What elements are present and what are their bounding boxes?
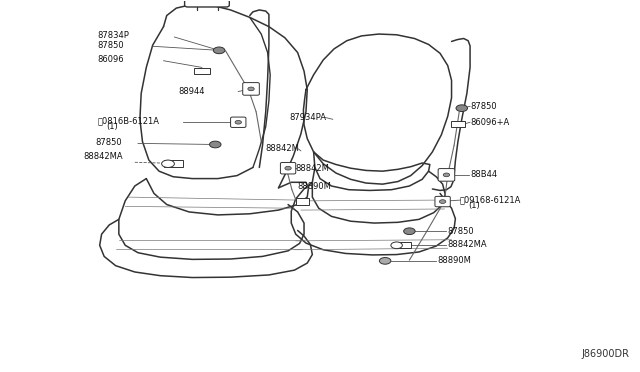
Circle shape [380, 257, 391, 264]
Circle shape [391, 242, 403, 248]
FancyBboxPatch shape [243, 83, 259, 95]
Text: 87934PA: 87934PA [289, 113, 326, 122]
Bar [395, 242, 411, 248]
FancyBboxPatch shape [435, 196, 451, 207]
Text: 88890M: 88890M [438, 256, 472, 265]
Text: 87850: 87850 [95, 138, 122, 147]
Text: 88842M: 88842M [296, 164, 330, 173]
Text: 88842MA: 88842MA [448, 240, 487, 249]
Circle shape [456, 105, 467, 112]
FancyBboxPatch shape [438, 169, 455, 181]
Text: 88B44: 88B44 [470, 170, 498, 179]
Circle shape [444, 173, 450, 177]
Text: 87850: 87850 [448, 227, 474, 236]
Text: 88944: 88944 [179, 87, 205, 96]
Text: 87834P: 87834P [98, 31, 130, 41]
Text: 個0816B-6121A: 個0816B-6121A [98, 117, 160, 126]
Circle shape [285, 166, 291, 170]
Circle shape [213, 47, 225, 54]
FancyBboxPatch shape [280, 163, 296, 174]
Text: (1): (1) [106, 122, 118, 131]
Bar [451, 121, 465, 127]
FancyBboxPatch shape [230, 117, 246, 128]
Text: 87850: 87850 [98, 41, 124, 50]
Circle shape [440, 200, 446, 203]
FancyBboxPatch shape [184, 0, 229, 7]
Text: 88890M: 88890M [298, 182, 332, 190]
Text: 88842M: 88842M [266, 144, 300, 153]
Circle shape [404, 228, 415, 235]
Text: 86096: 86096 [98, 55, 124, 64]
Circle shape [209, 141, 221, 148]
Text: 88842MA: 88842MA [84, 152, 124, 161]
Text: (1): (1) [468, 201, 480, 210]
Bar [164, 160, 182, 167]
Circle shape [248, 87, 254, 91]
Text: J86900DR: J86900DR [582, 349, 630, 359]
Text: 87850: 87850 [470, 102, 497, 111]
Text: 個09168-6121A: 個09168-6121A [460, 196, 520, 205]
Bar [296, 198, 308, 205]
Circle shape [235, 121, 241, 124]
Circle shape [162, 160, 174, 167]
Bar [194, 68, 210, 74]
Text: 86096+A: 86096+A [470, 118, 510, 127]
